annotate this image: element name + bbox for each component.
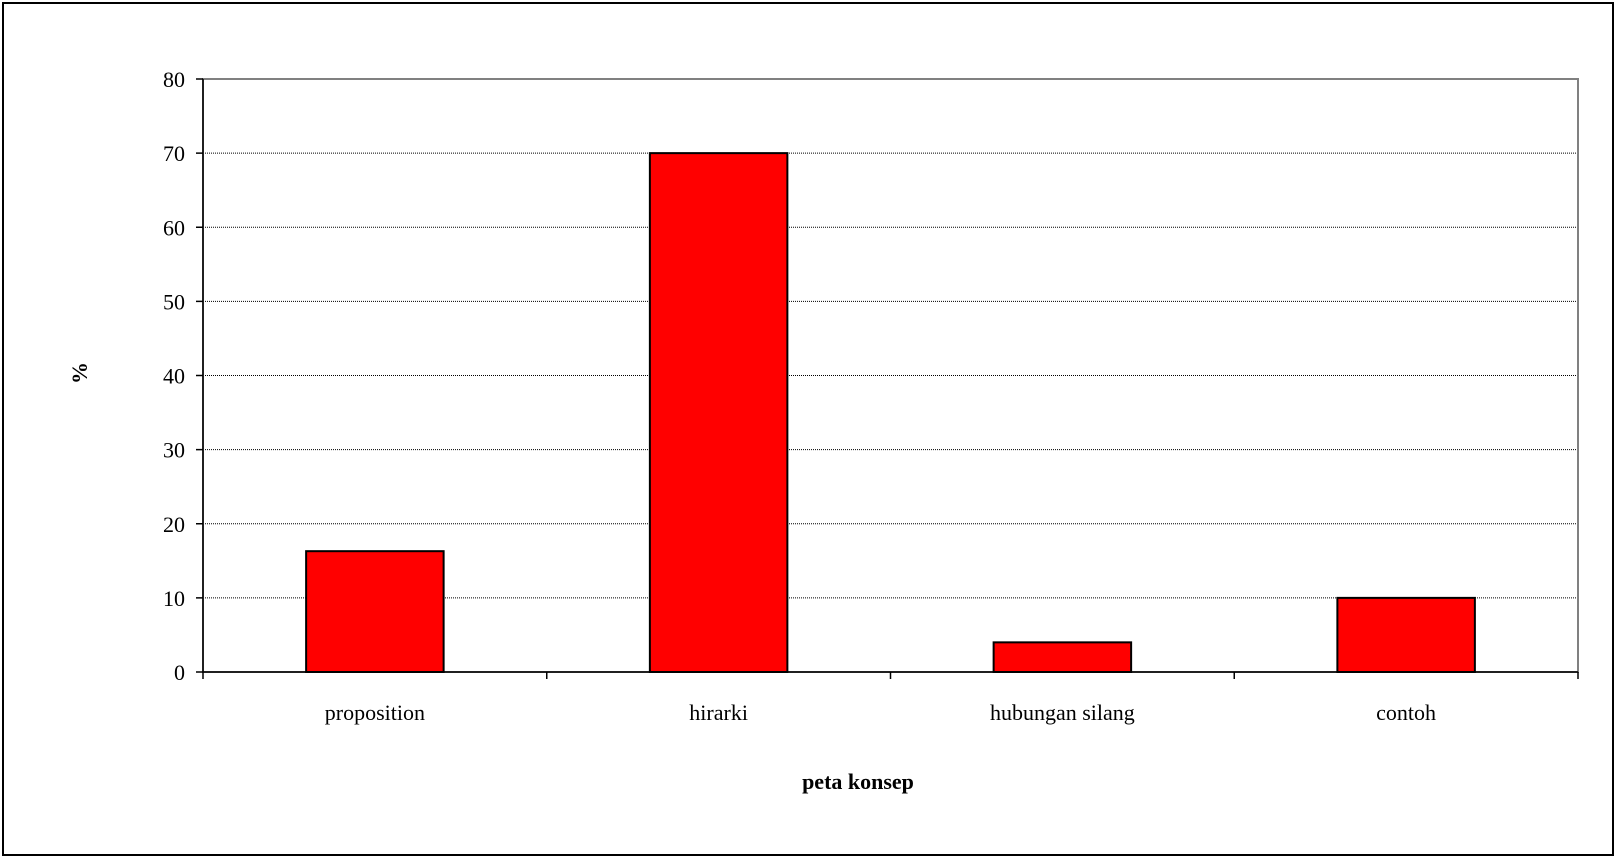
bar-hubungan-silang <box>992 641 1133 673</box>
axes <box>196 78 1579 679</box>
y-axis-label: % <box>67 362 92 384</box>
y-tick-label: 20 <box>163 512 185 537</box>
y-tick-label: 80 <box>163 67 185 92</box>
x-tick-label: contoh <box>1376 700 1436 725</box>
y-tick-label: 10 <box>163 586 185 611</box>
y-tick-label: 50 <box>163 289 185 314</box>
y-tick-label: 70 <box>163 141 185 166</box>
y-tick-label: 30 <box>163 438 185 463</box>
y-tick-label: 60 <box>163 215 185 240</box>
bar-contoh <box>1336 596 1476 673</box>
x-axis-label: peta konsep <box>802 769 914 794</box>
y-tick-label: 0 <box>174 660 185 685</box>
x-tick-label: proposition <box>325 700 425 725</box>
bar-proposition <box>305 550 445 674</box>
x-tick-label: hubungan silang <box>990 700 1135 725</box>
y-tick-label: 40 <box>163 364 185 389</box>
x-tick-label: hirarki <box>689 700 748 725</box>
bar-hirarki <box>648 152 789 673</box>
bars <box>305 152 1476 674</box>
gridlines <box>203 152 1578 599</box>
y-tick-labels: 0 10 20 30 40 50 60 70 80 <box>163 67 185 685</box>
x-tick-labels: proposition hirarki hubungan silang contoh <box>325 700 1436 725</box>
